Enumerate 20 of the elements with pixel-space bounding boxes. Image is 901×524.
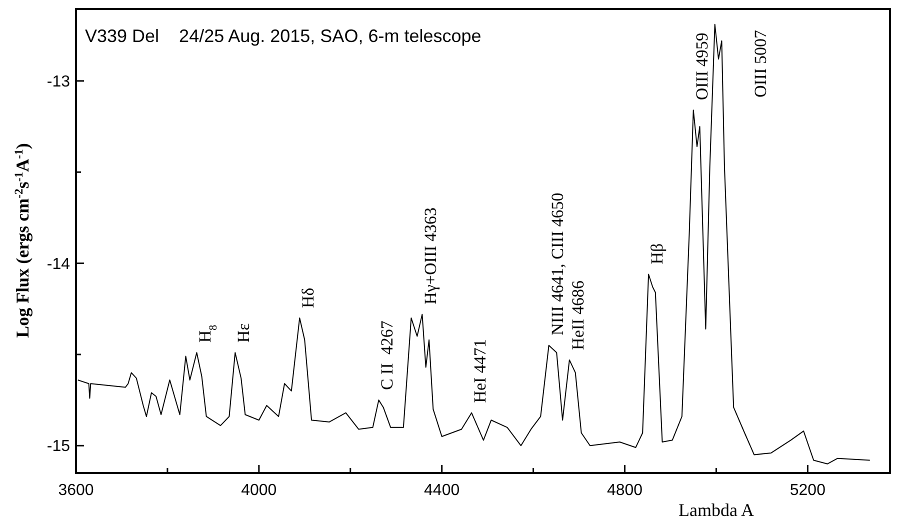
annotation: Hε (234, 323, 254, 343)
annotation: C II 4267 (378, 320, 397, 390)
x-axis-title: Lambda A (678, 500, 754, 520)
x-tick-label: 3600 (58, 482, 94, 499)
x-tick-label: 4000 (241, 482, 277, 499)
annotation: OIII 5007 (751, 30, 770, 98)
annotation: Hβ (647, 243, 666, 264)
y-tick-label: -14 (46, 256, 70, 273)
x-tick-label: 4400 (424, 482, 460, 499)
text: V339 Del 24/25 Aug. 2015, SAO, 6-m telescope (85, 26, 482, 46)
x-tick-label: 5200 (790, 482, 826, 499)
x-tick-label: 4800 (606, 482, 643, 499)
annotation: Hδ (298, 288, 318, 308)
annotation: OIII 4959 (692, 32, 712, 100)
y-tick-label: -15 (46, 438, 70, 456)
annotation: HeII 4686 (568, 280, 588, 350)
annotation: NIII 4641, CIII 4650 (548, 192, 567, 336)
annotation: Hγ+OIII 4363 (421, 207, 440, 304)
annotation: HeI 4471 (470, 339, 490, 403)
y-tick-label: -13 (46, 74, 70, 91)
